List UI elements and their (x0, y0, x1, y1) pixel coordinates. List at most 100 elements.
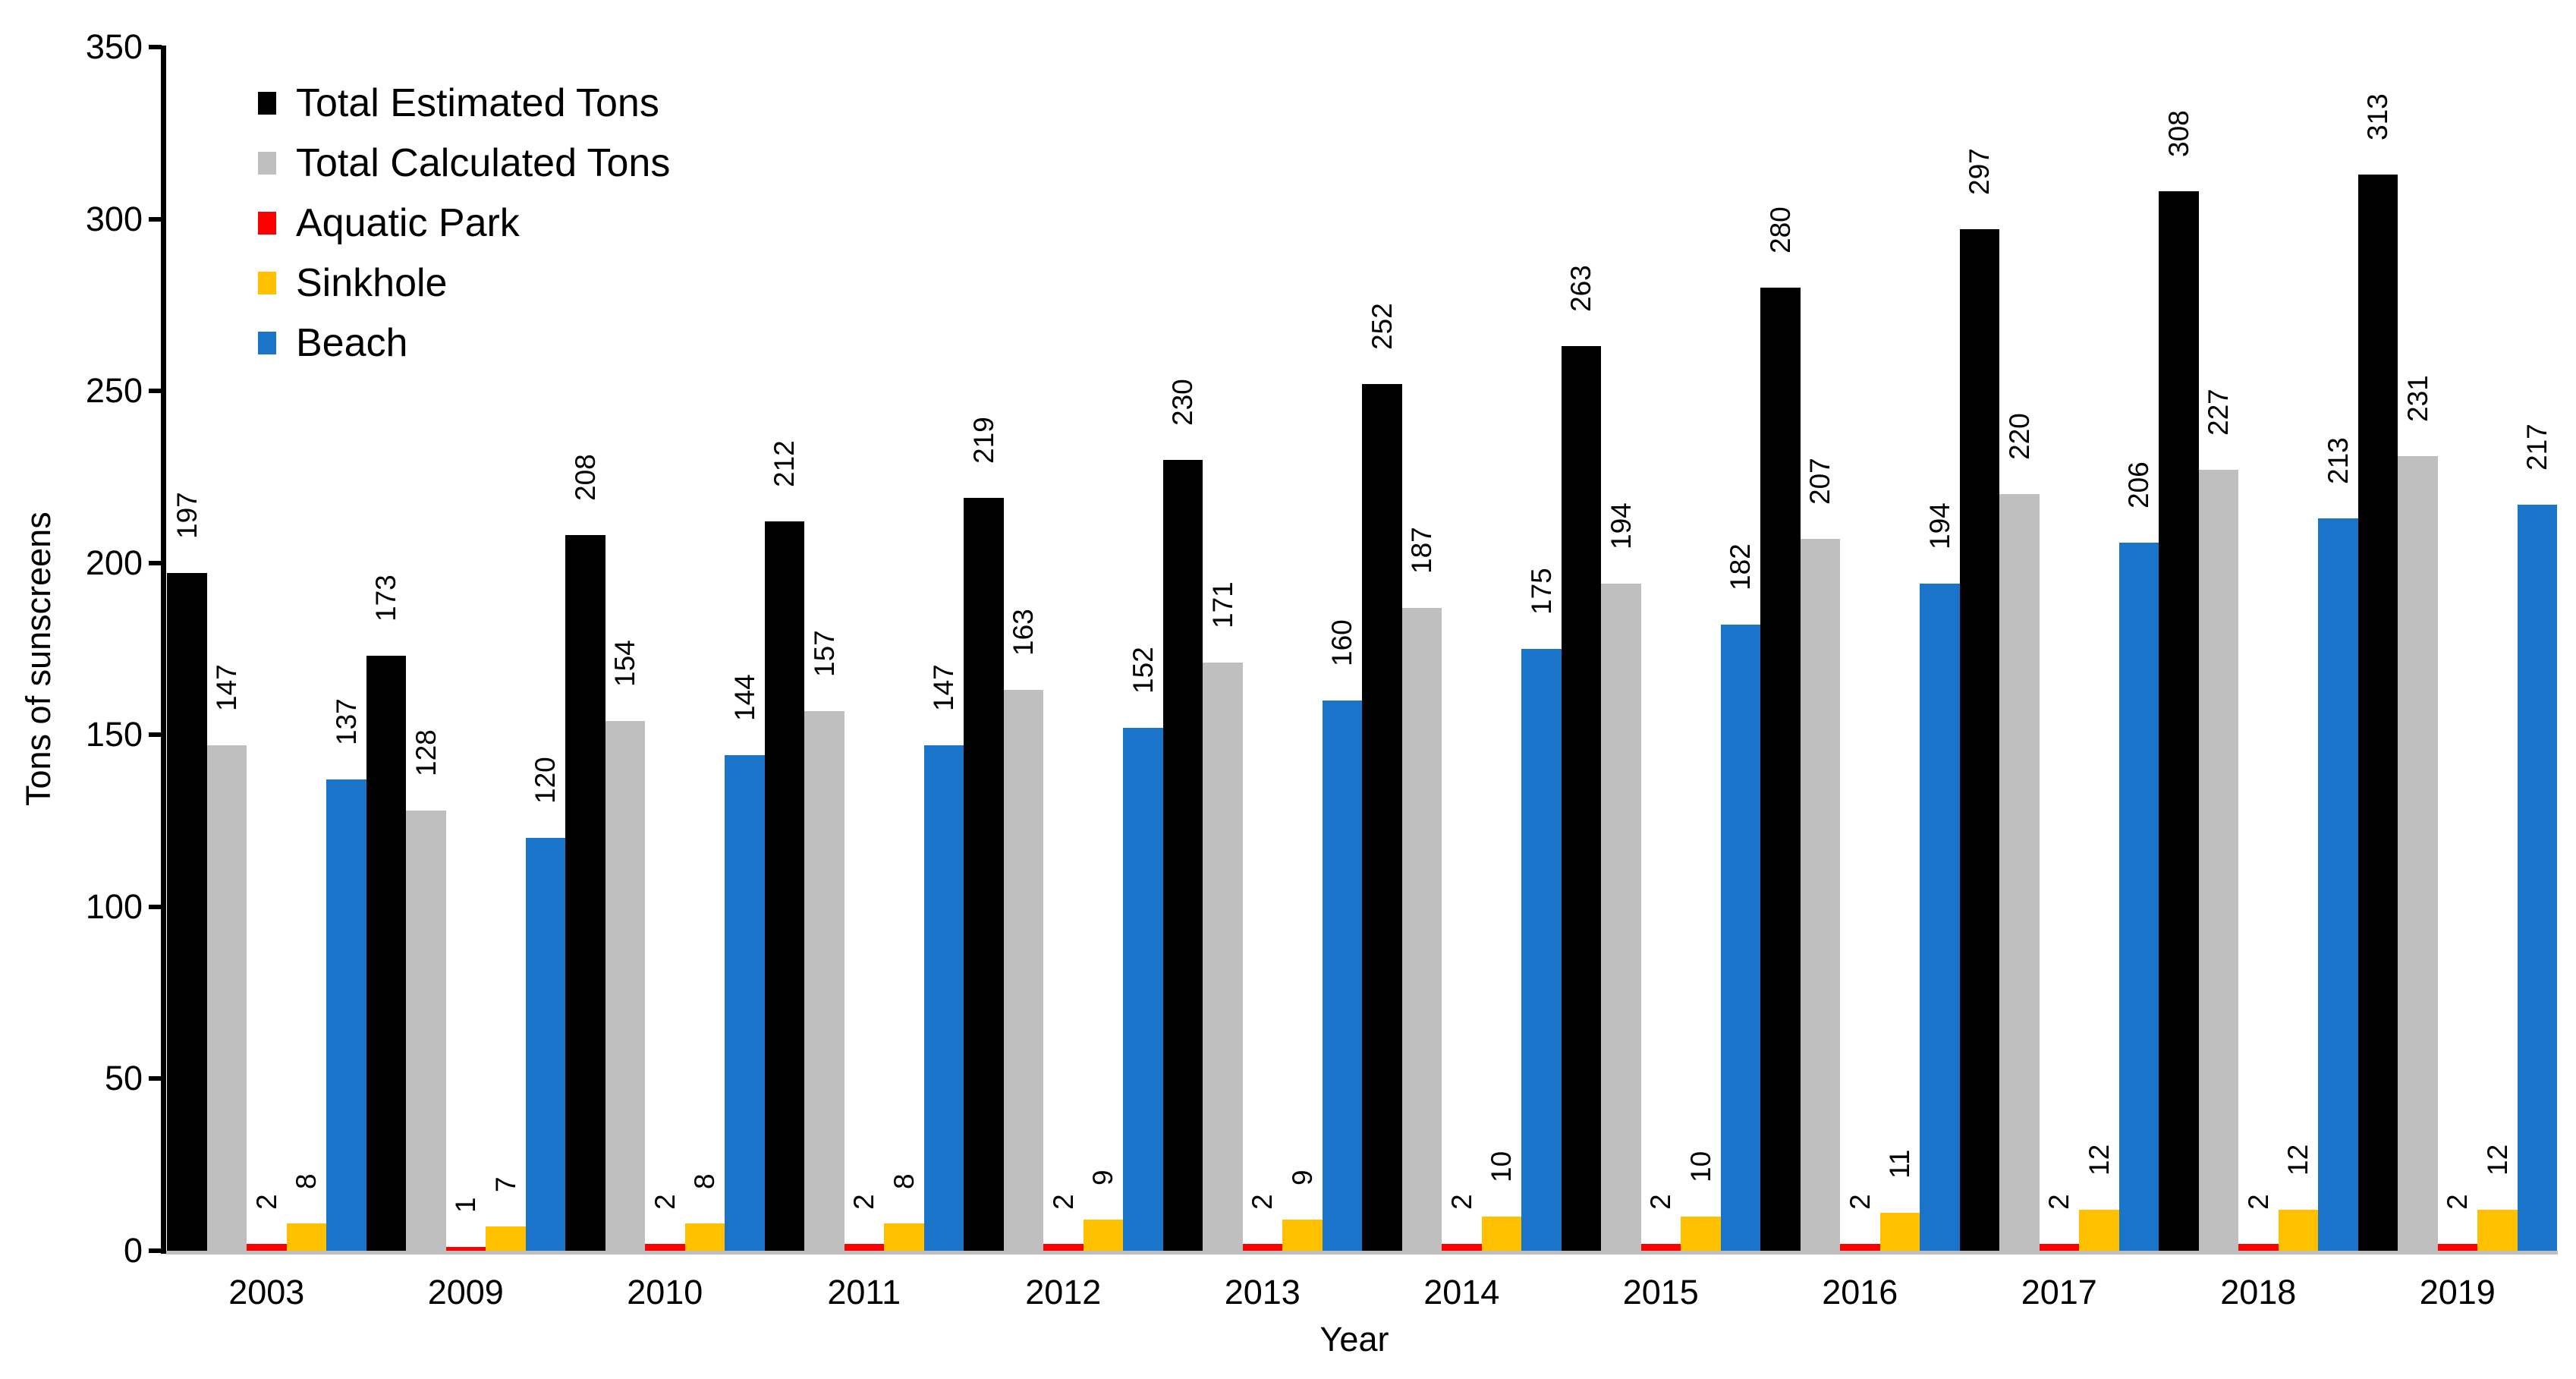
bar-beach-2013 (1323, 701, 1362, 1251)
bar-aquatic-park-2015 (1641, 1244, 1681, 1251)
bar-beach-2015 (1721, 625, 1760, 1251)
bar-value-label: 10 (1684, 1151, 1716, 1182)
bar-sinkhole-2003 (287, 1223, 326, 1251)
x-axis-title: Year (1319, 1320, 1389, 1359)
bar-beach-2012 (1123, 728, 1163, 1251)
x-tick-label-2015: 2015 (1622, 1273, 1699, 1311)
y-axis-title: Tons of sunscreens (19, 512, 58, 806)
bar-value-label: 217 (2521, 423, 2552, 471)
bar-total-estimated-tons-2009 (366, 656, 406, 1251)
bar-value-label: 212 (769, 440, 800, 487)
bar-total-estimated-tons-2013 (1163, 460, 1203, 1251)
bar-value-label: 175 (1525, 568, 1557, 615)
legend-label: Beach (296, 320, 408, 365)
bar-sinkhole-2009 (486, 1226, 526, 1251)
bar-value-label: 2 (250, 1194, 282, 1210)
x-tick-label-2010: 2010 (627, 1273, 703, 1311)
bar-value-label: 313 (2362, 93, 2393, 140)
bar-sinkhole-2013 (1282, 1220, 1323, 1251)
bar-value-label: 12 (2282, 1144, 2313, 1176)
bar-value-label: 194 (1923, 502, 1955, 549)
bar-value-label: 2 (1047, 1194, 1079, 1210)
bar-total-calculated-tons-2012 (1004, 690, 1043, 1251)
bar-total-calculated-tons-2018 (2199, 470, 2238, 1251)
bar-value-label: 280 (1764, 206, 1796, 253)
bar-value-label: 252 (1366, 303, 1398, 350)
x-axis-line (166, 1251, 2558, 1255)
bar-value-label: 8 (689, 1173, 720, 1189)
bar-value-label: 227 (2203, 389, 2234, 436)
bar-value-label: 8 (291, 1173, 322, 1189)
bar-total-estimated-tons-2010 (565, 535, 605, 1251)
bar-value-label: 12 (2481, 1144, 2513, 1176)
bar-value-label: 137 (330, 698, 362, 745)
bar-aquatic-park-2009 (446, 1247, 486, 1251)
bar-sinkhole-2012 (1084, 1220, 1123, 1251)
bar-value-label: 12 (2083, 1144, 2115, 1176)
y-tick-label: 250 (85, 371, 143, 411)
legend: Total Estimated Tons Total Calculated Ton… (258, 73, 670, 373)
bar-value-label: 230 (1167, 379, 1198, 426)
bar-value-label: 2 (1445, 1194, 1477, 1210)
bar-total-calculated-tons-2011 (804, 711, 845, 1251)
x-tick-label-2018: 2018 (2220, 1273, 2297, 1311)
bar-total-estimated-tons-2012 (964, 498, 1004, 1251)
bar-aquatic-park-2018 (2238, 1244, 2279, 1251)
y-tick (149, 45, 162, 49)
bar-sinkhole-2016 (1880, 1213, 1920, 1251)
bar-value-label: 171 (1206, 581, 1238, 628)
bar-aquatic-park-2012 (1043, 1244, 1084, 1251)
bar-value-label: 2 (2442, 1194, 2473, 1210)
legend-label: Total Calculated Tons (296, 140, 671, 185)
bar-total-estimated-tons-2003 (167, 573, 207, 1251)
bar-aquatic-park-2011 (845, 1244, 884, 1251)
bar-value-label: 147 (211, 664, 242, 711)
bar-value-label: 263 (1565, 265, 1596, 312)
bar-value-label: 2 (1844, 1194, 1876, 1210)
bar-value-label: 9 (1286, 1170, 1318, 1185)
bar-value-label: 8 (888, 1173, 920, 1189)
y-tick (149, 389, 162, 394)
y-tick (149, 560, 162, 565)
bar-beach-2010 (725, 755, 765, 1251)
legend-swatch-icon (258, 331, 276, 354)
bar-aquatic-park-2010 (645, 1244, 685, 1251)
bar-value-label: 9 (1087, 1170, 1118, 1185)
bar-sinkhole-2011 (884, 1223, 924, 1251)
x-tick-label-2019: 2019 (2419, 1273, 2496, 1311)
bar-value-label: 213 (2322, 437, 2354, 484)
bar-beach-2003 (326, 779, 366, 1251)
bar-value-label: 220 (2003, 413, 2035, 460)
legend-swatch-icon (258, 271, 276, 294)
legend-item-sinkhole: Sinkhole (258, 253, 670, 313)
bar-total-calculated-tons-2019 (2398, 456, 2438, 1251)
bar-total-estimated-tons-2018 (2159, 191, 2199, 1251)
bar-sinkhole-2019 (2477, 1210, 2518, 1251)
bar-beach-2017 (2119, 543, 2159, 1251)
bar-value-label: 207 (1804, 458, 1835, 505)
bar-beach-2009 (526, 838, 565, 1251)
legend-swatch-icon (258, 211, 276, 235)
bar-aquatic-park-2003 (247, 1244, 287, 1251)
y-tick (149, 216, 162, 222)
bar-value-label: 154 (609, 640, 640, 687)
bar-beach-2014 (1521, 649, 1562, 1251)
bar-value-label: 2 (649, 1194, 681, 1210)
bar-value-label: 1 (450, 1197, 481, 1213)
bar-value-label: 187 (1406, 527, 1437, 574)
x-tick-label-2017: 2017 (2021, 1273, 2097, 1311)
bar-total-calculated-tons-2013 (1203, 663, 1243, 1251)
bar-value-label: 219 (967, 417, 999, 464)
legend-swatch-icon (258, 91, 276, 115)
legend-label: Aquatic Park (296, 200, 520, 245)
x-tick-label-2011: 2011 (827, 1273, 901, 1311)
y-tick (149, 904, 162, 909)
y-tick-label: 0 (123, 1231, 143, 1270)
x-tick-label-2013: 2013 (1224, 1273, 1301, 1311)
bar-total-calculated-tons-2003 (207, 745, 247, 1251)
bar-aquatic-park-2014 (1442, 1244, 1482, 1251)
bar-total-calculated-tons-2017 (1999, 494, 2040, 1251)
bar-value-label: 297 (1964, 148, 1995, 195)
legend-label: Total Estimated Tons (296, 80, 659, 125)
